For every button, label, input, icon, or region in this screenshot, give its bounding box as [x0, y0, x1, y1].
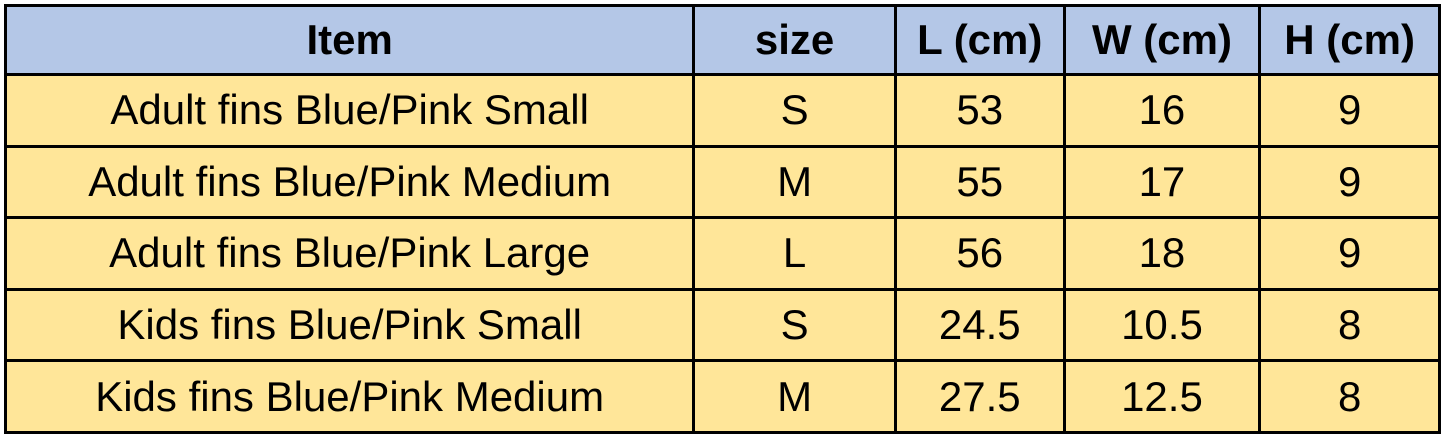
column-header: size: [692, 4, 897, 76]
table-cell: S: [692, 287, 897, 363]
table-cell: 9: [1258, 216, 1441, 291]
table-cell: Adult fins Blue/Pink Small: [3, 73, 696, 148]
table-cell: M: [692, 144, 897, 220]
column-header: Item: [3, 4, 696, 76]
column-header: L (cm): [893, 4, 1066, 76]
table-cell: 27.5: [893, 359, 1066, 434]
column-header: W (cm): [1062, 4, 1262, 76]
table-cell: Kids fins Blue/Pink Medium: [3, 359, 696, 434]
table-cell: 8: [1258, 359, 1441, 434]
table-cell: 12.5: [1062, 359, 1262, 434]
size-table: Item size L (cm) W (cm) H (cm) Adult fins Bl…: [3, 4, 1441, 434]
table-cell: 8: [1258, 287, 1441, 363]
table-row: Adult fins Blue/Pink Medium M 55 17 9: [3, 144, 1441, 220]
table-cell: 18: [1062, 216, 1262, 291]
table-cell: S: [692, 73, 897, 148]
table-cell: 56: [893, 216, 1066, 291]
table-cell: 9: [1258, 144, 1441, 220]
table-row: Adult fins Blue/Pink Small S 53 16 9: [3, 73, 1441, 148]
table-row: Kids fins Blue/Pink Small S 24.5 10.5 8: [3, 287, 1441, 363]
table-row: Kids fins Blue/Pink Medium M 27.5 12.5 8: [3, 359, 1441, 434]
table-cell: 17: [1062, 144, 1262, 220]
table-cell: 16: [1062, 73, 1262, 148]
column-header: H (cm): [1258, 4, 1441, 76]
table-cell: L: [692, 216, 897, 291]
table-cell: Kids fins Blue/Pink Small: [3, 287, 696, 363]
table-cell: 55: [893, 144, 1066, 220]
header-row: Item size L (cm) W (cm) H (cm): [3, 4, 1441, 76]
table-cell: M: [692, 359, 897, 434]
table-cell: Adult fins Blue/Pink Medium: [3, 144, 696, 220]
table-cell: Adult fins Blue/Pink Large: [3, 216, 696, 291]
table-cell: 53: [893, 73, 1066, 148]
table-cell: 9: [1258, 73, 1441, 148]
table-row: Adult fins Blue/Pink Large L 56 18 9: [3, 216, 1441, 291]
table-cell: 24.5: [893, 287, 1066, 363]
table-cell: 10.5: [1062, 287, 1262, 363]
